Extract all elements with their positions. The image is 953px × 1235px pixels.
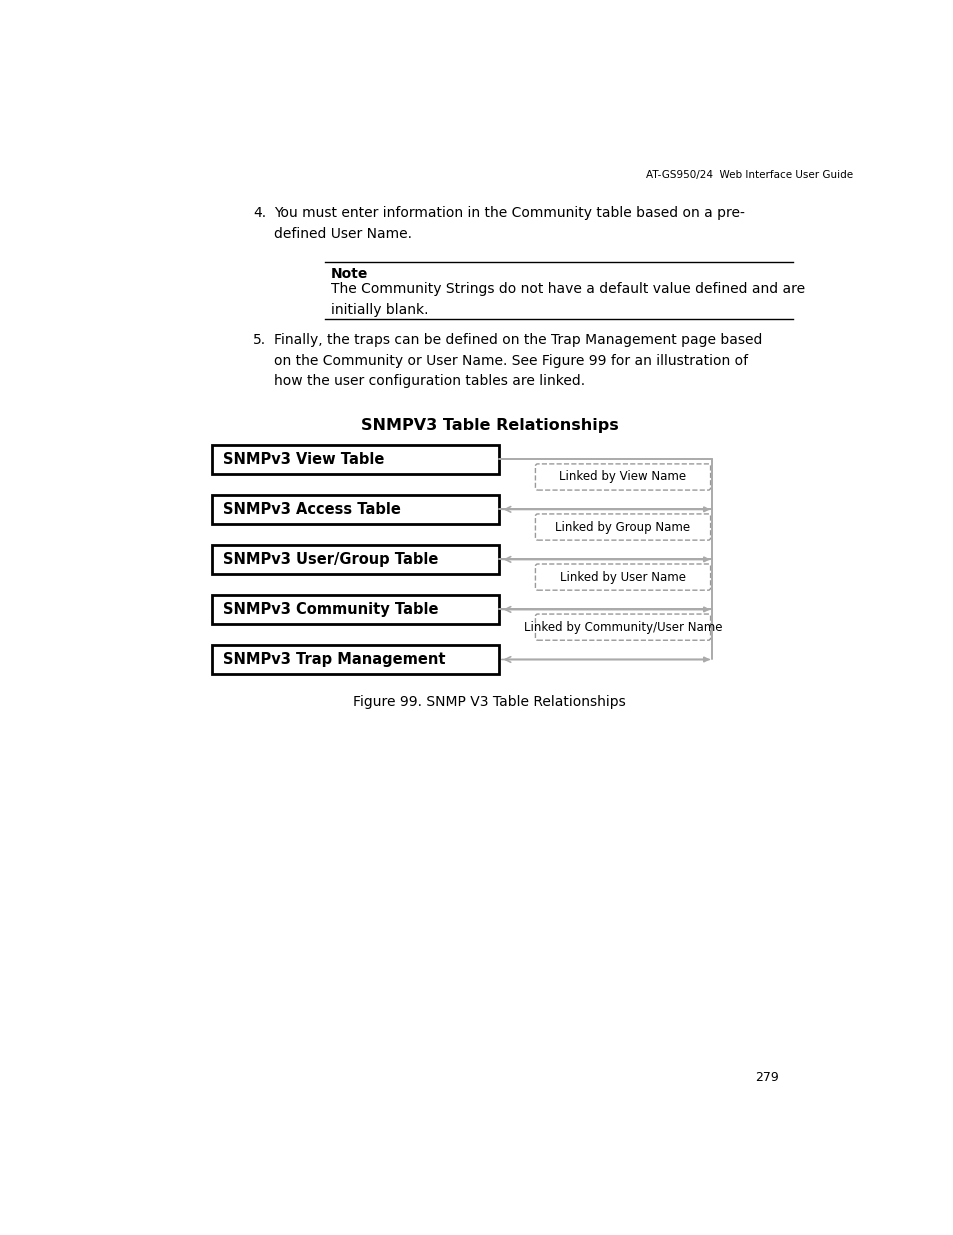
Text: Linked by View Name: Linked by View Name (558, 471, 686, 483)
Text: Linked by Group Name: Linked by Group Name (555, 520, 690, 534)
Text: SNMPv3 View Table: SNMPv3 View Table (223, 452, 384, 467)
FancyBboxPatch shape (212, 445, 498, 474)
Text: SNMPv3 Community Table: SNMPv3 Community Table (223, 601, 438, 618)
Text: AT-GS950/24  Web Interface User Guide: AT-GS950/24 Web Interface User Guide (645, 169, 853, 180)
Text: SNMPV3 Table Relationships: SNMPV3 Table Relationships (360, 417, 618, 432)
FancyBboxPatch shape (535, 564, 710, 590)
FancyBboxPatch shape (212, 495, 498, 524)
Text: Finally, the traps can be defined on the Trap Management page based
on the Commu: Finally, the traps can be defined on the… (274, 333, 761, 388)
Text: Figure 99. SNMP V3 Table Relationships: Figure 99. SNMP V3 Table Relationships (353, 695, 625, 709)
Text: Linked by User Name: Linked by User Name (559, 571, 685, 584)
FancyBboxPatch shape (212, 595, 498, 624)
Text: SNMPv3 User/Group Table: SNMPv3 User/Group Table (223, 552, 438, 567)
Text: 5.: 5. (253, 333, 266, 347)
FancyBboxPatch shape (212, 645, 498, 674)
Text: SNMPv3 Trap Management: SNMPv3 Trap Management (223, 652, 445, 667)
Text: The Community Strings do not have a default value defined and are
initially blan: The Community Strings do not have a defa… (331, 282, 804, 317)
Text: Note: Note (331, 267, 368, 280)
Text: Linked by Community/User Name: Linked by Community/User Name (523, 621, 721, 634)
Text: 279: 279 (754, 1071, 778, 1084)
Text: You must enter information in the Community table based on a pre-
defined User N: You must enter information in the Commun… (274, 206, 744, 241)
FancyBboxPatch shape (535, 614, 710, 640)
Text: SNMPv3 Access Table: SNMPv3 Access Table (223, 501, 400, 516)
FancyBboxPatch shape (535, 464, 710, 490)
FancyBboxPatch shape (535, 514, 710, 540)
Text: 4.: 4. (253, 206, 266, 220)
FancyBboxPatch shape (212, 545, 498, 574)
